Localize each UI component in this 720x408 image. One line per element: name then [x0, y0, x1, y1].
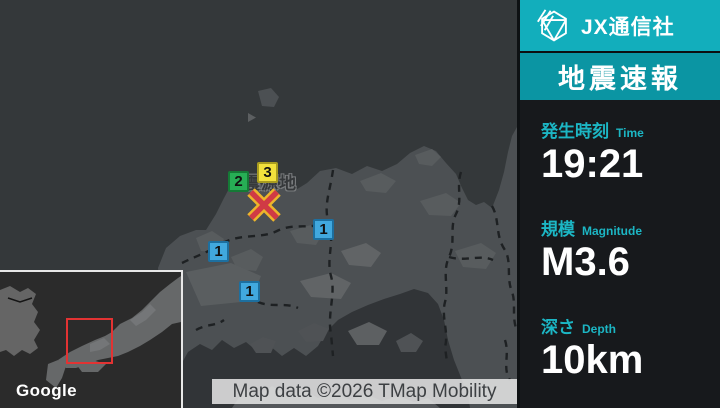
stat-magnitude: 規模 Magnitude M3.6: [541, 220, 720, 282]
magnitude-label-ja: 規模: [541, 220, 575, 239]
time-label-ja: 発生時刻: [541, 122, 609, 141]
alert-type-banner: 地震速報: [520, 53, 720, 100]
magnitude-value: M3.6: [541, 240, 630, 284]
epicenter-label: 震源地: [243, 174, 297, 193]
intensity-badge: 2: [228, 171, 249, 192]
jx-press-logo-icon: [537, 8, 567, 42]
intensity-badge: 3: [257, 162, 278, 183]
intensity-badge: 1: [239, 281, 260, 302]
info-sidebar: JX通信社 地震速報 発生時刻 Time 19:21 規模 Magnitude …: [517, 0, 720, 408]
stat-depth: 深さ Depth 10km: [541, 318, 720, 380]
depth-label-en: Depth: [582, 322, 616, 336]
header-divider: [520, 51, 720, 53]
depth-value: 10km: [541, 338, 644, 382]
intensity-badge: 1: [313, 219, 334, 240]
map-canvas[interactable]: 震源地 2 3 1 1 1 Map data ©2026 TMap Mobili…: [0, 0, 517, 408]
inset-overview-map: Google: [0, 270, 183, 408]
epicenter-x-icon: [247, 188, 281, 222]
intensity-badge: 1: [208, 241, 229, 262]
inset-map-svg: [0, 272, 181, 408]
depth-label-ja: 深さ: [541, 318, 575, 337]
google-logo[interactable]: Google: [16, 381, 77, 400]
alert-type-title: 地震速報: [558, 64, 682, 94]
region-highlight-box: [66, 318, 113, 364]
map-attribution: Map data ©2026 TMap Mobility: [212, 379, 517, 404]
brand-name: JX通信社: [581, 15, 675, 39]
brand-header: JX通信社: [520, 0, 720, 51]
stats-panel: 発生時刻 Time 19:21 規模 Magnitude M3.6 深さ Dep…: [520, 100, 720, 380]
time-label-en: Time: [616, 126, 644, 140]
magnitude-label-en: Magnitude: [582, 224, 642, 238]
time-value: 19:21: [541, 142, 644, 186]
stat-origin-time: 発生時刻 Time 19:21: [541, 122, 720, 184]
